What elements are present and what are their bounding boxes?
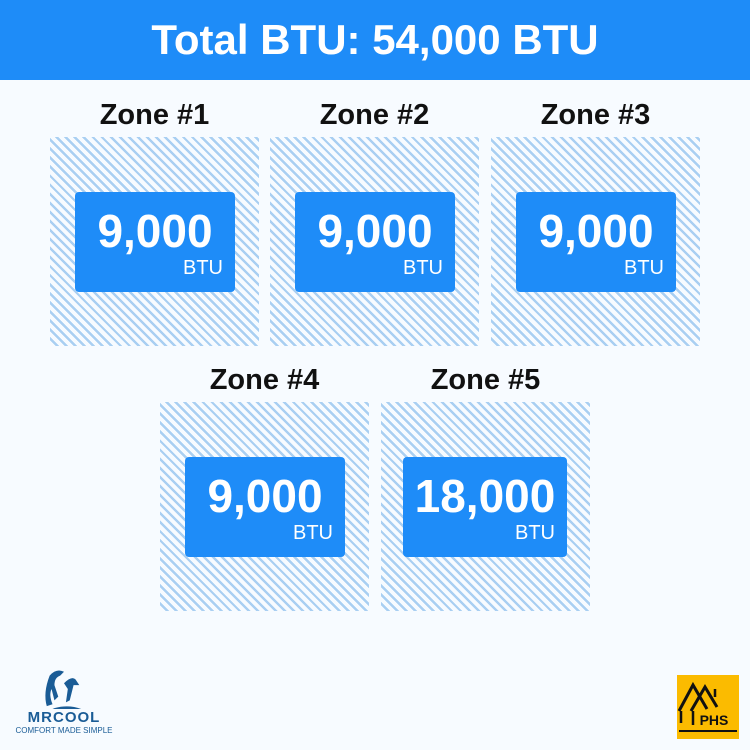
btu-card: 9,000 BTU [75,192,235,292]
btu-card: 18,000 BTU [403,457,567,557]
btu-unit: BTU [293,522,333,544]
zone-1: Zone #1 9,000 BTU [50,99,259,346]
page-header: Total BTU: 54,000 BTU [0,0,750,80]
btu-value: 9,000 [97,205,213,257]
btu-value: 9,000 [317,205,433,257]
btu-unit: BTU [183,257,223,279]
zone-title: Zone #5 [430,364,541,396]
zone-4: Zone #4 9,000 BTU [160,364,369,611]
house-icon: PHS [677,681,737,732]
btu-card: 9,000 BTU [295,192,455,292]
btu-unit: BTU [624,257,664,279]
btu-unit: BTU [403,257,443,279]
btu-value: 18,000 [414,470,556,522]
zone-5: Zone #5 18,000 BTU [381,364,590,611]
zone-title: Zone #2 [319,99,430,131]
mrcool-logo: MRCOOL COMFORT MADE SIMPLE [8,666,120,736]
zone-title: Zone #3 [540,99,651,131]
polar-bear-icon [45,670,82,710]
zone-3: Zone #3 9,000 BTU [491,99,700,346]
total-btu-title: Total BTU: 54,000 BTU [151,16,599,63]
btu-card: 9,000 BTU [516,192,676,292]
phs-wordmark: PHS [700,712,729,728]
btu-value: 9,000 [538,205,654,257]
zone-title: Zone #1 [99,99,210,131]
btu-card: 9,000 BTU [185,457,345,557]
zone-2: Zone #2 9,000 BTU [270,99,479,346]
phs-logo: PHS [677,675,739,739]
btu-unit: BTU [515,522,555,544]
btu-value: 9,000 [207,470,323,522]
mrcool-wordmark: MRCOOL [27,709,101,726]
mrcool-tagline: COMFORT MADE SIMPLE [15,726,113,735]
zone-title: Zone #4 [209,364,320,396]
